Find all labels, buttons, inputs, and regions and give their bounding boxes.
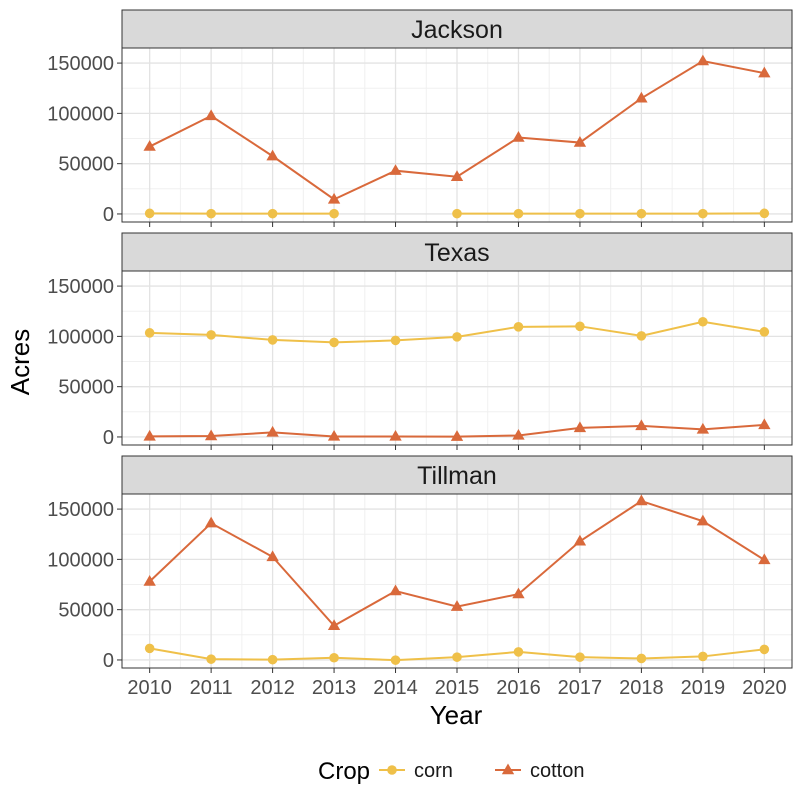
y-tick-label: 100000 bbox=[47, 549, 114, 571]
x-tick-label: 2010 bbox=[127, 677, 172, 699]
y-tick-label: 150000 bbox=[47, 499, 114, 521]
data-point-corn bbox=[698, 209, 708, 219]
y-tick-label: 100000 bbox=[47, 103, 114, 125]
data-point-corn bbox=[637, 331, 647, 341]
data-point-corn bbox=[575, 322, 585, 332]
data-point-corn bbox=[698, 317, 708, 327]
legend-label: cotton bbox=[530, 760, 584, 782]
data-point-corn bbox=[329, 338, 339, 348]
y-axis-title: Acres bbox=[5, 329, 35, 395]
data-point-corn bbox=[698, 652, 708, 662]
legend-items: corn cotton bbox=[379, 760, 584, 782]
legend-key-marker bbox=[502, 764, 514, 775]
x-tick-label: 2020 bbox=[742, 677, 787, 699]
data-point-corn bbox=[452, 652, 462, 662]
legend-title: Crop bbox=[318, 758, 370, 785]
data-point-corn bbox=[206, 209, 216, 219]
data-point-corn bbox=[514, 322, 524, 332]
data-point-corn bbox=[514, 209, 524, 219]
x-tick-label: 2018 bbox=[619, 677, 664, 699]
data-point-corn bbox=[760, 209, 770, 219]
facet-title: Tillman bbox=[417, 462, 497, 490]
x-tick-label: 2019 bbox=[681, 677, 726, 699]
facet-title: Texas bbox=[424, 239, 489, 267]
x-axis-title: Year bbox=[430, 700, 483, 730]
y-tick-label: 150000 bbox=[47, 53, 114, 75]
data-point-corn bbox=[514, 647, 524, 657]
data-point-corn bbox=[145, 644, 155, 654]
x-tick-label: 2016 bbox=[496, 677, 541, 699]
data-point-corn bbox=[329, 653, 339, 663]
legend-key-marker bbox=[387, 765, 397, 775]
data-point-corn bbox=[760, 645, 770, 655]
data-point-corn bbox=[145, 209, 155, 219]
data-point-corn bbox=[391, 336, 401, 346]
data-point-corn bbox=[575, 209, 585, 219]
facet-title: Jackson bbox=[411, 16, 503, 44]
y-tick-label: 0 bbox=[103, 427, 114, 449]
data-point-corn bbox=[575, 652, 585, 662]
data-point-corn bbox=[145, 328, 155, 338]
data-point-corn bbox=[637, 654, 647, 664]
data-point-corn bbox=[760, 327, 770, 337]
x-tick-label: 2015 bbox=[435, 677, 480, 699]
legend-item-corn: corn bbox=[379, 760, 453, 782]
y-tick-label: 150000 bbox=[47, 276, 114, 298]
legend-label: corn bbox=[414, 760, 453, 782]
x-tick-label: 2013 bbox=[312, 677, 357, 699]
y-tick-label: 100000 bbox=[47, 326, 114, 348]
data-point-corn bbox=[452, 209, 462, 219]
data-point-corn bbox=[206, 654, 216, 664]
y-tick-label: 0 bbox=[103, 650, 114, 672]
legend-item-cotton: cotton bbox=[495, 760, 584, 782]
facet-panels: Jackson 0 50000 100000 150000 Texas 0 50000 1000… bbox=[47, 10, 792, 699]
data-point-corn bbox=[206, 330, 216, 340]
data-point-corn bbox=[391, 655, 401, 665]
data-point-corn bbox=[452, 332, 462, 342]
facet-panel: Tillman 0 50000 100000 150000 2010 2011 2012 201… bbox=[47, 456, 792, 699]
y-tick-label: 0 bbox=[103, 204, 114, 226]
x-tick-label: 2014 bbox=[373, 677, 418, 699]
y-tick-label: 50000 bbox=[58, 377, 114, 399]
x-tick-label: 2011 bbox=[190, 677, 233, 699]
data-point-corn bbox=[329, 209, 339, 219]
x-tick-label: 2017 bbox=[558, 677, 603, 699]
legend: Crop corn cotton bbox=[318, 758, 584, 785]
x-tick-label: 2012 bbox=[250, 677, 295, 699]
data-point-corn bbox=[268, 335, 278, 345]
data-point-corn bbox=[637, 209, 647, 219]
facet-panel: Texas 0 50000 100000 150000 bbox=[47, 233, 792, 450]
facet-panel: Jackson 0 50000 100000 150000 bbox=[47, 10, 792, 227]
y-tick-label: 50000 bbox=[58, 600, 114, 622]
data-point-corn bbox=[268, 209, 278, 219]
y-tick-label: 50000 bbox=[58, 154, 114, 176]
data-point-corn bbox=[268, 655, 278, 665]
